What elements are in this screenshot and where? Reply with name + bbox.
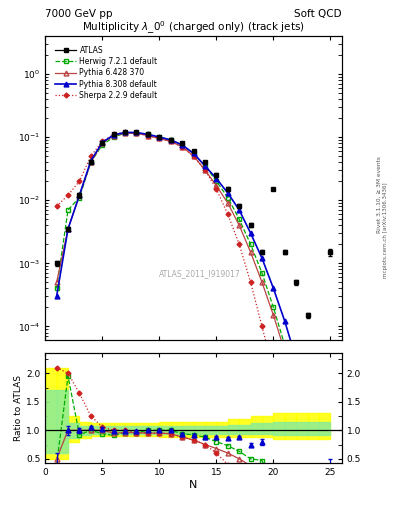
X-axis label: N: N bbox=[189, 480, 198, 490]
Text: Rivet 3.1.10, ≥ 3M events: Rivet 3.1.10, ≥ 3M events bbox=[377, 156, 382, 233]
Title: Multiplicity $\lambda\_0^0$ (charged only) (track jets): Multiplicity $\lambda\_0^0$ (charged onl… bbox=[82, 19, 305, 36]
Text: Soft QCD: Soft QCD bbox=[294, 9, 342, 19]
Text: ATLAS_2011_I919017: ATLAS_2011_I919017 bbox=[159, 269, 241, 278]
Y-axis label: Ratio to ATLAS: Ratio to ATLAS bbox=[14, 375, 23, 441]
Text: 7000 GeV pp: 7000 GeV pp bbox=[45, 9, 113, 19]
Text: mcplots.cern.ch [arXiv:1306.3436]: mcplots.cern.ch [arXiv:1306.3436] bbox=[383, 183, 387, 278]
Legend: ATLAS, Herwig 7.2.1 default, Pythia 6.428 370, Pythia 8.308 default, Sherpa 2.2.: ATLAS, Herwig 7.2.1 default, Pythia 6.42… bbox=[52, 42, 161, 103]
